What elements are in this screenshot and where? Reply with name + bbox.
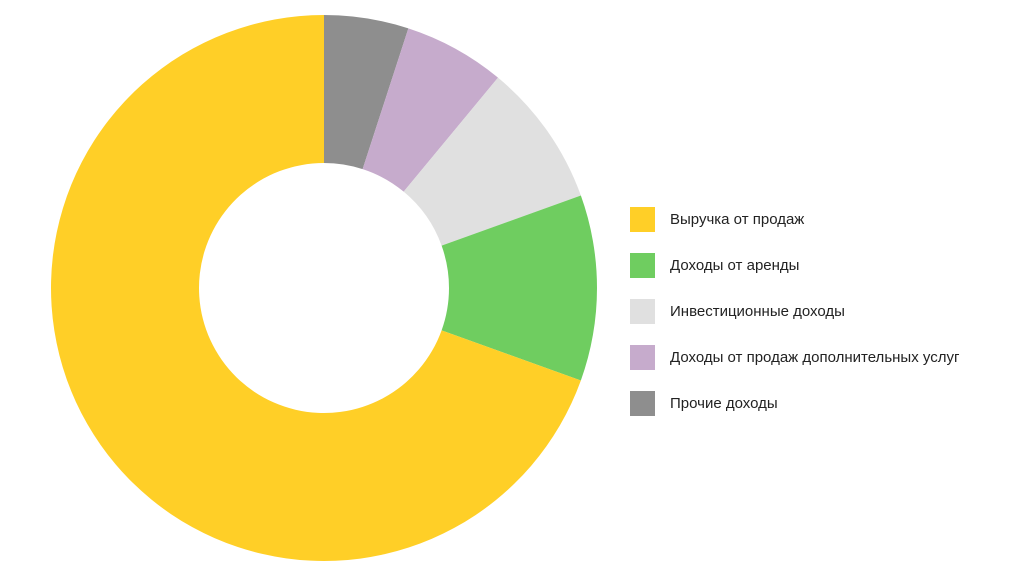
donut-slice bbox=[441, 195, 598, 381]
legend-label: Прочие доходы bbox=[670, 394, 778, 412]
legend-item: Выручка от продаж bbox=[630, 196, 959, 242]
donut-slice bbox=[403, 77, 581, 246]
legend-label: Инвестиционные доходы bbox=[670, 302, 845, 320]
legend-item: Прочие доходы bbox=[630, 380, 959, 426]
legend-swatch bbox=[630, 344, 655, 370]
donut-slices bbox=[51, 15, 598, 561]
legend-item: Доходы от аренды bbox=[630, 242, 959, 288]
legend-label: Доходы от продаж дополнительных услуг bbox=[670, 348, 960, 366]
legend-item: Доходы от продаж дополнительных услуг bbox=[630, 334, 959, 380]
donut-slice bbox=[51, 15, 581, 561]
legend-swatch bbox=[630, 252, 655, 278]
legend-swatch bbox=[630, 390, 655, 416]
legend-swatch bbox=[630, 298, 655, 324]
legend-swatch bbox=[630, 206, 655, 232]
chart-legend: Выручка от продаж Доходы от аренды Инвес… bbox=[630, 196, 959, 426]
legend-label: Доходы от аренды bbox=[670, 256, 800, 274]
donut-slice bbox=[324, 15, 409, 170]
donut-slice bbox=[362, 28, 499, 192]
legend-item: Инвестиционные доходы bbox=[630, 288, 959, 334]
legend-label: Выручка от продаж bbox=[670, 210, 805, 228]
